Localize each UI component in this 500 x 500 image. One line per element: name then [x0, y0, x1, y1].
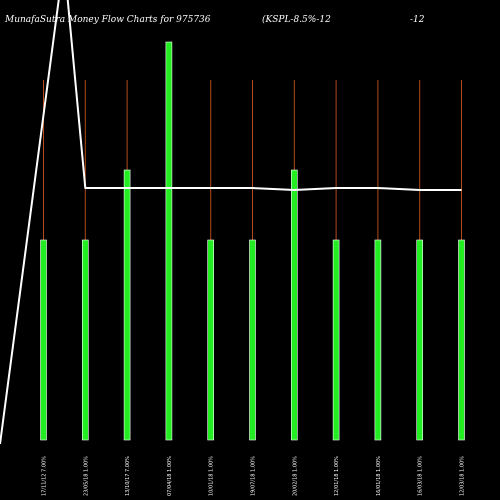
- bar-5: [249, 239, 256, 441]
- tick-label-1: 23/05/18 1.00%: [83, 456, 89, 496]
- bar-3: [165, 41, 173, 441]
- bar-7: [332, 239, 340, 441]
- bar-0: [40, 239, 47, 441]
- tick-label-10: 12/03/18 1.00%: [460, 456, 466, 496]
- tick-label-0: 17/11/12 7.00%: [42, 456, 48, 496]
- tick-label-7: 12/01/18 1.00%: [334, 456, 340, 496]
- tick-label-5: 19/07/18 1.00%: [251, 456, 257, 496]
- tick-label-2: 13/10/17 7.00%: [125, 456, 131, 496]
- bar-2: [123, 169, 131, 441]
- chart-title-right: (KSPL-8.5%-12: [262, 14, 331, 25]
- line-group: [0, 0, 462, 445]
- chart-title-extra: -12: [410, 15, 425, 25]
- money-flow-line: [0, 0, 462, 445]
- bar-8: [374, 239, 382, 441]
- tick-label-4: 10/01/18 1.00%: [209, 456, 215, 496]
- bar-9: [416, 239, 424, 441]
- bars-group: [40, 41, 465, 441]
- ticks-group: 17/11/12 7.00% 23/05/18 1.00% 13/10/17 7.0…: [42, 456, 466, 496]
- bar-4: [207, 239, 214, 441]
- bar-6: [290, 169, 298, 441]
- bar-10: [458, 239, 465, 441]
- chart-title: MunafaSutra Money Flow Charts for 975736: [4, 15, 211, 25]
- tick-label-9: 16/03/18 1.00%: [418, 456, 424, 496]
- tick-label-3: 07/04/18 1.00%: [167, 456, 173, 496]
- tick-label-6: 20/02/18 1.00%: [292, 456, 298, 496]
- bar-1: [82, 239, 89, 441]
- tick-label-8: 16/01/18 1.00%: [376, 456, 382, 496]
